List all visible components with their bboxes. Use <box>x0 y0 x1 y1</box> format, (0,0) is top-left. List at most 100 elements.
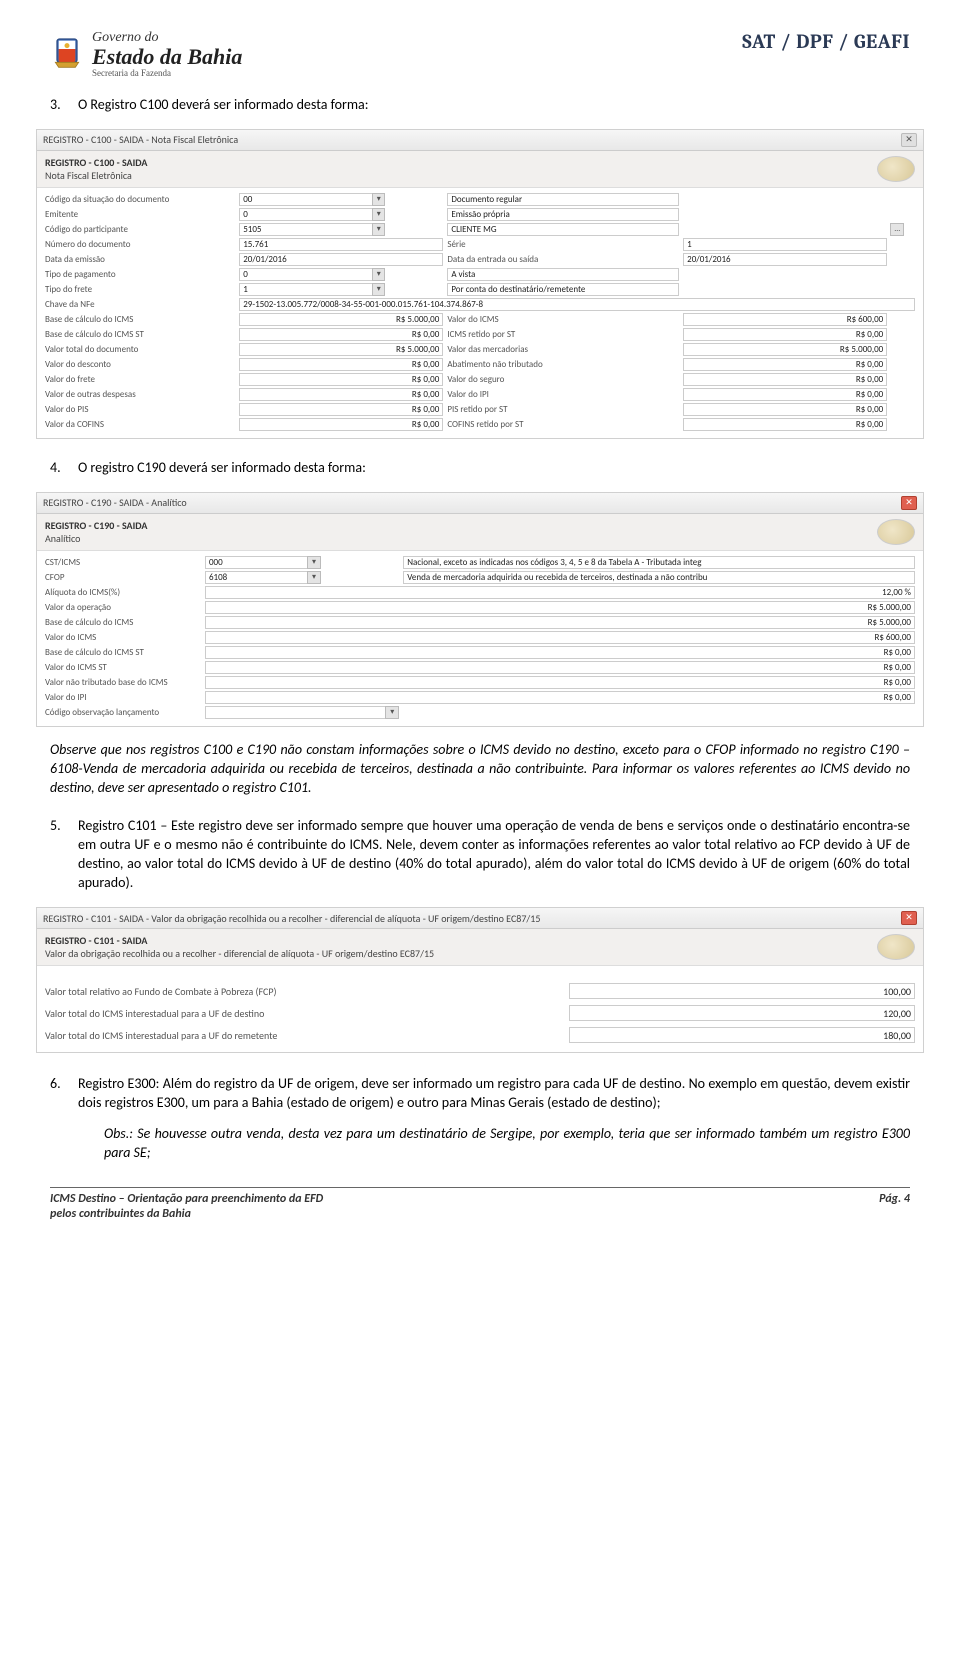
header-subtitle: Valor da obrigação recolhida ou a recolh… <box>45 947 434 960</box>
observe-paragraph: Observe que nos registros C100 e C190 nã… <box>50 741 910 798</box>
stamp-icon <box>877 519 915 545</box>
item-text: Registro C101 – Este registro deve ser i… <box>78 817 910 893</box>
field-label: Valor do ICMS <box>45 632 96 643</box>
footer-page: Pág. 4 <box>879 1192 910 1223</box>
footer-left: ICMS Destino – Orientação para preenchim… <box>50 1192 323 1223</box>
header-left: Governo do Estado da Bahia Secretaria da… <box>50 30 242 78</box>
header-right: SAT / DPF / GEAFI <box>742 30 910 53</box>
c190-form: CST/ICMS000▾Nacional, exceto as indicada… <box>37 551 923 726</box>
field-desc: Documento regular <box>447 193 679 206</box>
field-input[interactable]: 0 <box>239 268 373 281</box>
field-input[interactable]: R$ 600,00 <box>683 313 887 326</box>
close-icon[interactable]: ✕ <box>901 133 917 147</box>
field-input[interactable]: 1 <box>683 238 887 251</box>
stamp-icon <box>877 934 915 960</box>
field-desc: Nacional, exceto as indicadas nos código… <box>403 556 915 569</box>
list-3: 3. O Registro C100 deverá ser informado … <box>50 90 910 121</box>
chevron-down-icon[interactable]: ▾ <box>385 706 399 719</box>
registro-c190-window: REGISTRO - C190 - SAIDA - Analítico ✕ RE… <box>36 492 924 727</box>
field-label: Valor do IPI <box>447 389 489 400</box>
field-label: Valor total do ICMS interestadual para a… <box>45 1029 277 1042</box>
field-input[interactable]: R$ 0,00 <box>683 328 887 341</box>
field-label: Valor total do ICMS interestadual para a… <box>45 1007 264 1020</box>
field-input[interactable]: 6108 <box>205 571 308 584</box>
obs-paragraph: Obs.: Se houvesse outra venda, desta vez… <box>50 1125 910 1163</box>
field-desc: Emissão própria <box>447 208 679 221</box>
field-label: Alíquota do ICMS(%) <box>45 587 120 598</box>
header-subtitle: Nota Fiscal Eletrônica <box>45 169 147 182</box>
item-number: 6. <box>50 1075 78 1113</box>
footer-line2: pelos contribuintes da Bahia <box>50 1207 191 1221</box>
chevron-down-icon[interactable]: ▾ <box>372 223 385 236</box>
field-input[interactable]: R$ 0,00 <box>683 388 887 401</box>
field-input[interactable]: R$ 0,00 <box>683 418 887 431</box>
field-input[interactable]: 12,00 % <box>205 586 915 599</box>
field-input[interactable]: R$ 5.000,00 <box>239 313 443 326</box>
field-input[interactable]: R$ 0,00 <box>683 403 887 416</box>
field-desc: Por conta do destinatário/remetente <box>447 283 679 296</box>
field-input[interactable]: R$ 0,00 <box>683 373 887 386</box>
window-titlebar: REGISTRO - C100 - SAIDA - Nota Fiscal El… <box>37 130 923 151</box>
field-desc: CLIENTE MG <box>447 223 679 236</box>
close-icon[interactable]: ✕ <box>901 496 917 510</box>
window-header: REGISTRO - C101 - SAIDA Valor da obrigaç… <box>37 929 923 966</box>
field-input[interactable]: R$ 600,00 <box>205 631 915 644</box>
field-input[interactable]: 000 <box>205 556 308 569</box>
chevron-down-icon[interactable]: ▾ <box>372 208 385 221</box>
field-label: Data da entrada ou saída <box>447 254 538 265</box>
field-label: Valor do ICMS <box>447 314 498 325</box>
field-input[interactable]: R$ 0,00 <box>205 691 915 704</box>
close-icon[interactable]: ✕ <box>901 911 917 925</box>
field-input[interactable]: R$ 0,00 <box>239 418 443 431</box>
field-input[interactable]: R$ 0,00 <box>683 358 887 371</box>
chevron-down-icon[interactable]: ▾ <box>307 571 321 584</box>
field-input[interactable]: R$ 0,00 <box>239 373 443 386</box>
field-input[interactable]: R$ 5.000,00 <box>205 601 915 614</box>
list-5: 5. Registro C101 – Este registro deve se… <box>50 811 910 899</box>
field-input[interactable]: 5105 <box>239 223 373 236</box>
window-title: REGISTRO - C100 - SAIDA - Nota Fiscal El… <box>43 133 238 146</box>
field-input[interactable]: 1 <box>239 283 373 296</box>
field-label: Valor de outras despesas <box>45 389 136 400</box>
field-input[interactable]: R$ 0,00 <box>239 328 443 341</box>
item-text: O registro C190 deverá ser informado des… <box>78 459 910 478</box>
field-input[interactable]: R$ 0,00 <box>239 403 443 416</box>
field-input[interactable]: R$ 0,00 <box>239 388 443 401</box>
field-input[interactable]: 20/01/2016 <box>683 253 887 266</box>
field-input[interactable]: R$ 0,00 <box>205 646 915 659</box>
field-input[interactable]: 29-1502-13.005.772/0008-34-55-001-000.01… <box>239 298 915 311</box>
field-input[interactable]: R$ 0,00 <box>239 358 443 371</box>
chevron-down-icon[interactable]: ▾ <box>372 283 385 296</box>
window-title: REGISTRO - C190 - SAIDA - Analítico <box>43 496 187 509</box>
field-input[interactable]: 00 <box>239 193 373 206</box>
registro-c100-window: REGISTRO - C100 - SAIDA - Nota Fiscal El… <box>36 129 924 439</box>
ellipsis-button[interactable]: … <box>890 223 904 236</box>
window-header: REGISTRO - C190 - SAIDA Analítico <box>37 514 923 551</box>
chevron-down-icon[interactable]: ▾ <box>307 556 321 569</box>
field-input[interactable] <box>205 706 386 719</box>
field-input[interactable]: 100,00 <box>569 983 915 999</box>
field-label: Base de cálculo do ICMS ST <box>45 329 144 340</box>
coat-of-arms-icon <box>50 34 84 74</box>
field-input[interactable]: R$ 0,00 <box>205 676 915 689</box>
stamp-icon <box>877 156 915 182</box>
field-label: CST/ICMS <box>45 557 80 568</box>
field-input[interactable]: 20/01/2016 <box>239 253 443 266</box>
chevron-down-icon[interactable]: ▾ <box>372 193 385 206</box>
registro-c101-window: REGISTRO - C101 - SAIDA - Valor da obrig… <box>36 907 924 1053</box>
window-titlebar: REGISTRO - C190 - SAIDA - Analítico ✕ <box>37 493 923 514</box>
field-input[interactable]: 180,00 <box>569 1027 915 1043</box>
field-input[interactable]: R$ 5.000,00 <box>205 616 915 629</box>
field-label: Valor do frete <box>45 374 95 385</box>
field-input[interactable]: 15.761 <box>239 238 443 251</box>
field-input[interactable]: R$ 5.000,00 <box>239 343 443 356</box>
gov-title: Governo do Estado da Bahia Secretaria da… <box>92 30 242 78</box>
field-label: Tipo de pagamento <box>45 269 116 280</box>
header-title: REGISTRO - C100 - SAIDA <box>45 156 147 169</box>
field-input[interactable]: 0 <box>239 208 373 221</box>
field-input[interactable]: R$ 0,00 <box>205 661 915 674</box>
field-input[interactable]: R$ 5.000,00 <box>683 343 887 356</box>
field-label: Emitente <box>45 209 78 220</box>
field-input[interactable]: 120,00 <box>569 1005 915 1021</box>
chevron-down-icon[interactable]: ▾ <box>372 268 385 281</box>
